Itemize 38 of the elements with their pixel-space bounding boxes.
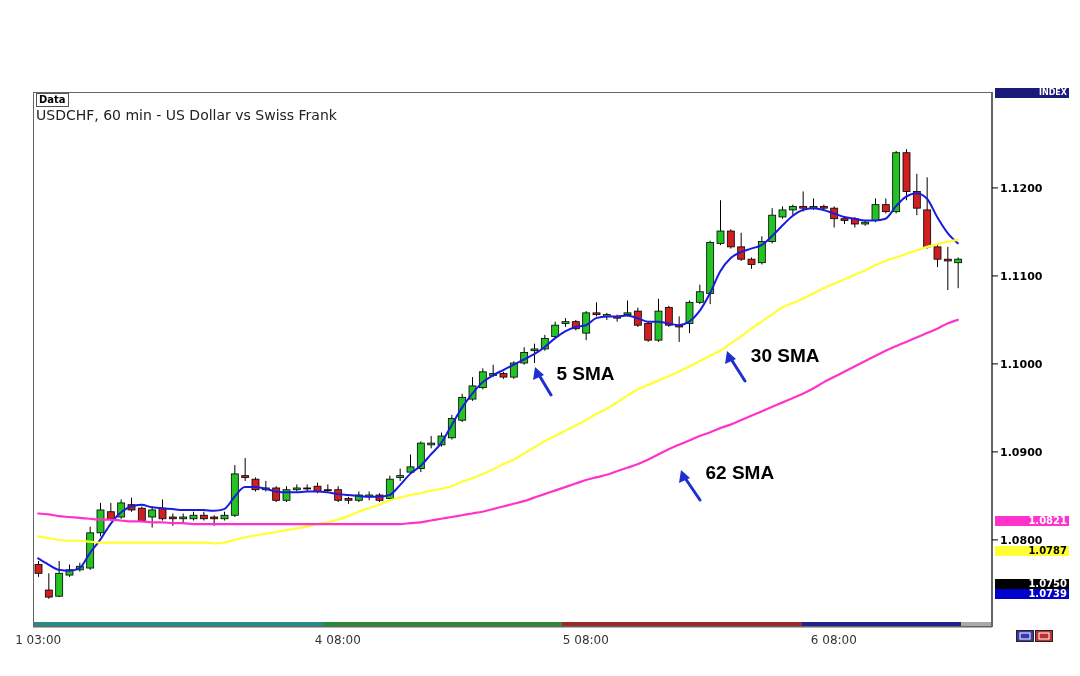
x-tick-label: 6 08:00 <box>810 632 857 647</box>
annotation: Data <box>36 93 69 107</box>
text: INDEX <box>995 88 1069 98</box>
y-tick-label: 1.0900 <box>1000 445 1043 459</box>
candlestick <box>664 305 673 328</box>
series-label: 30 SMA <box>750 344 820 367</box>
candlestick <box>871 197 880 223</box>
series-label: 62 SMA <box>705 462 775 485</box>
candlestick <box>912 173 921 216</box>
candlestick <box>44 572 53 600</box>
y-tick-label: 1.1200 <box>1000 181 1043 195</box>
text: 1.0787 <box>995 545 1069 557</box>
candlestick <box>148 505 157 529</box>
text: 1.0821 <box>995 515 1069 527</box>
y-tick-label: 1.1000 <box>1000 357 1043 371</box>
candlestick <box>96 502 105 537</box>
candlestick <box>933 244 942 268</box>
x-tick-label: 1 03:00 <box>15 632 62 647</box>
candlestick <box>726 228 735 250</box>
line-series <box>37 318 959 526</box>
candlestick <box>716 199 725 246</box>
candlestick <box>943 246 952 291</box>
line-series <box>37 238 959 545</box>
candlestick <box>695 284 704 305</box>
candlestick <box>954 256 963 289</box>
candlestick <box>241 457 250 482</box>
candlestick <box>799 190 808 213</box>
candlestick <box>530 343 539 364</box>
text: 1.0739 <box>995 587 1069 599</box>
y-tick-label: 1.1100 <box>1000 269 1043 283</box>
x-tick-label: 5 08:00 <box>562 632 609 647</box>
y-tick-label: 1.0800 <box>1000 533 1043 547</box>
candlestick <box>158 498 167 522</box>
series-label: 5 SMA <box>556 363 615 386</box>
text: USDCHF, 60 min - US Dollar vs Swiss Frank <box>36 107 337 123</box>
x-tick-label: 4 08:00 <box>314 632 361 647</box>
text: 1.0750 <box>995 577 1069 589</box>
candlestick <box>55 560 64 598</box>
